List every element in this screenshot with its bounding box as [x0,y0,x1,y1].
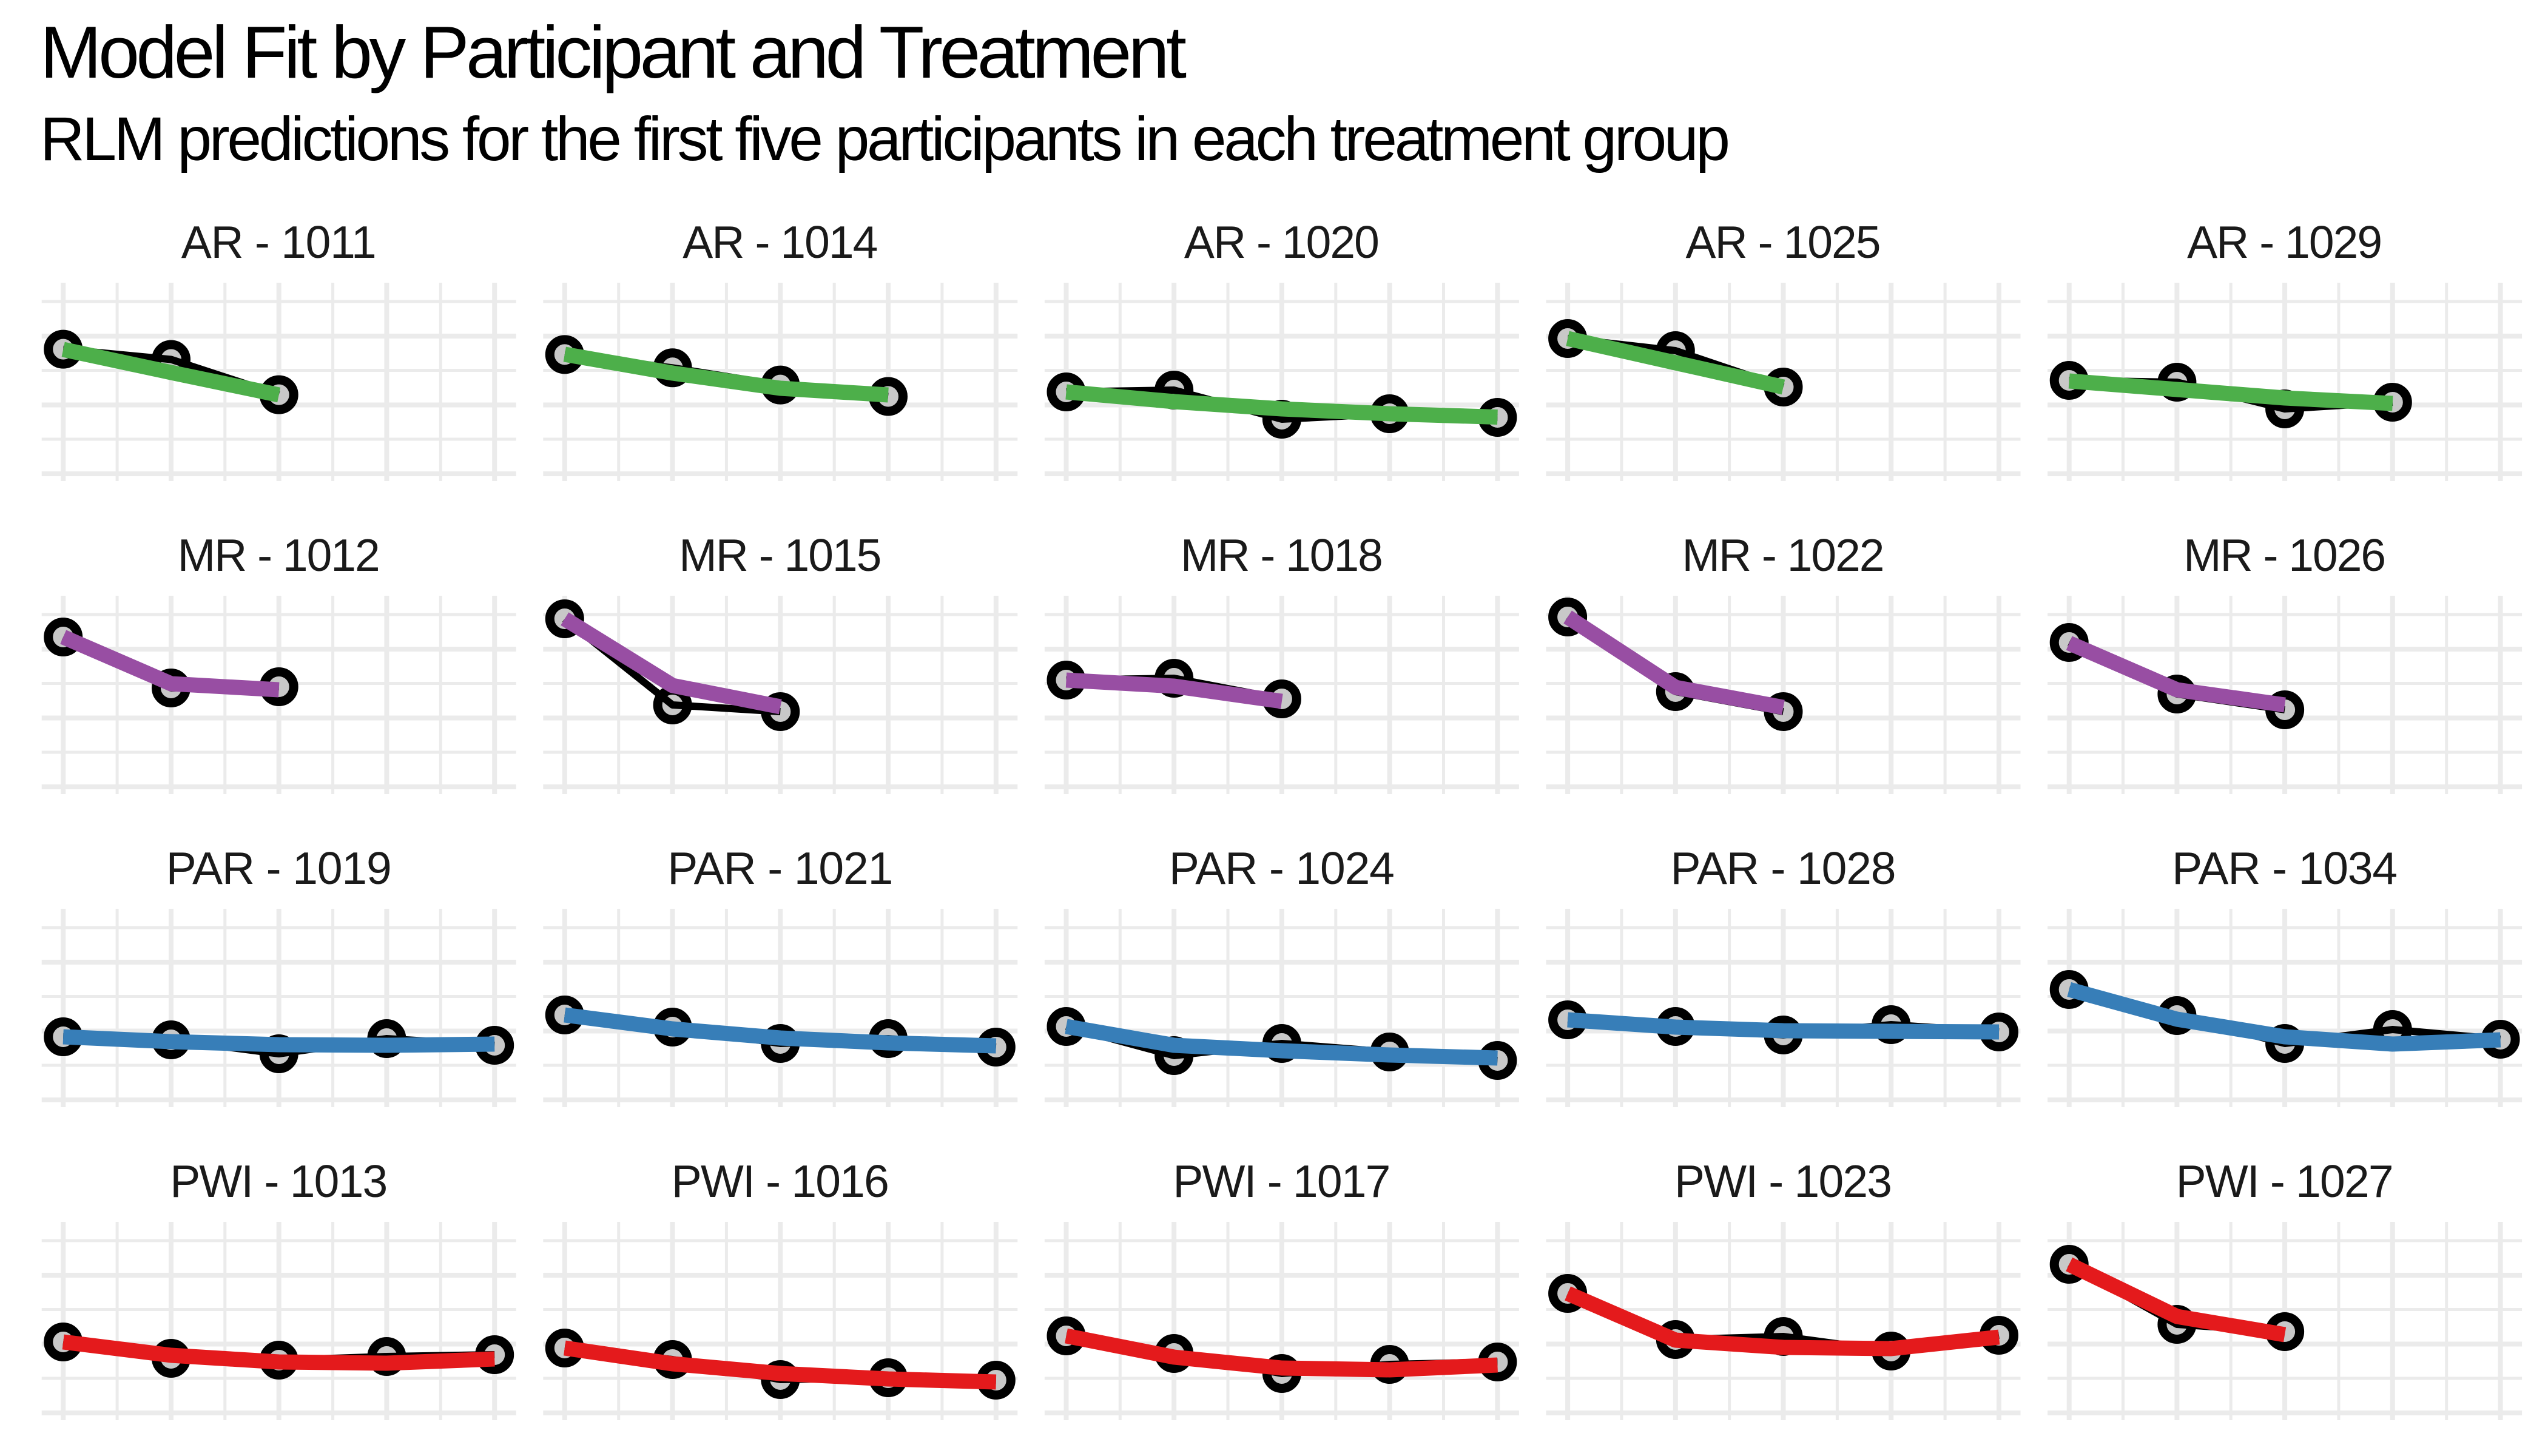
svg-text:PWI - 1027: PWI - 1027 [2176,1156,2394,1207]
svg-text:PAR - 1034: PAR - 1034 [2172,843,2398,894]
svg-text:AR - 1011: AR - 1011 [181,217,377,268]
svg-text:AR - 1029: AR - 1029 [2187,217,2382,268]
svg-text:AR - 1025: AR - 1025 [1686,217,1881,268]
svg-text:MR - 1026: MR - 1026 [2183,530,2386,581]
svg-text:MR - 1018: MR - 1018 [1181,530,1383,581]
svg-text:MR - 1015: MR - 1015 [679,530,881,581]
svg-text:PAR - 1019: PAR - 1019 [166,843,392,894]
svg-text:PAR - 1021: PAR - 1021 [667,843,893,894]
svg-text:PAR - 1024: PAR - 1024 [1169,843,1395,894]
svg-text:Model Fit by Participant and T: Model Fit by Participant and Treatment [40,11,1187,93]
svg-text:PWI - 1017: PWI - 1017 [1173,1156,1390,1207]
svg-text:PWI - 1013: PWI - 1013 [170,1156,388,1207]
svg-text:MR - 1012: MR - 1012 [178,530,380,581]
svg-text:AR - 1020: AR - 1020 [1184,217,1380,268]
svg-text:PWI - 1016: PWI - 1016 [672,1156,889,1207]
svg-text:AR - 1014: AR - 1014 [682,217,878,268]
svg-text:RLM predictions for the first: RLM predictions for the first five parti… [40,104,1730,174]
svg-text:MR - 1022: MR - 1022 [1682,530,1885,581]
svg-text:PWI - 1023: PWI - 1023 [1674,1156,1892,1207]
svg-text:PAR - 1028: PAR - 1028 [1671,843,1896,894]
